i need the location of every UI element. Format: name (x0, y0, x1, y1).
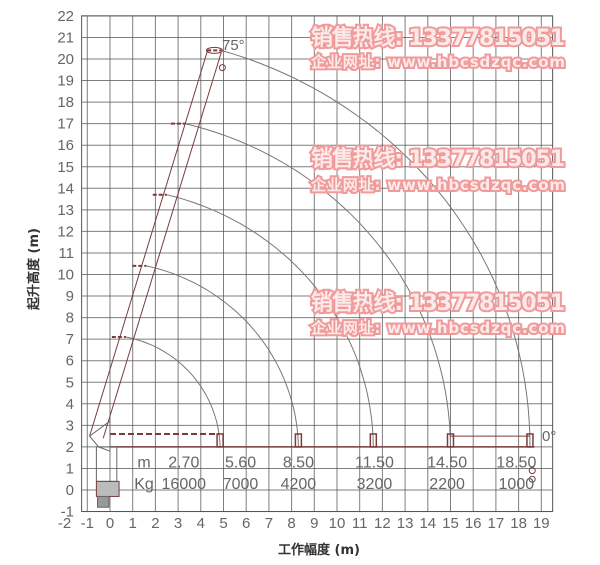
x-tick-label: 1 (129, 515, 137, 532)
radius-value: 11.50 (355, 454, 394, 471)
radius-value: 14.50 (427, 454, 467, 471)
watermark-hotline: 销售热线: 13377815051 (311, 146, 565, 172)
y-tick-label: 3 (66, 417, 74, 434)
x-tick-label: 0 (106, 515, 114, 532)
watermark-website: 企业网址: www.hbcsdzqc.com (310, 176, 565, 194)
x-tick-label: -1 (81, 515, 94, 532)
y-tick-label: 9 (66, 288, 74, 305)
x-tick-label: 5 (219, 515, 227, 532)
y-tick-label: 12 (57, 223, 74, 240)
crane-column (95, 446, 118, 482)
y-tick-label: 2 (66, 439, 74, 456)
y-tick-label: 7 (66, 331, 74, 348)
table-row-label-radius: m (137, 454, 150, 471)
crane-boom (88, 46, 536, 508)
x-tick-label: 3 (174, 515, 182, 532)
grid-frame (81, 15, 554, 513)
x-tick-label: 19 (533, 515, 550, 532)
y-tick-label: 16 (57, 137, 74, 154)
load-value: 2200 (429, 476, 465, 493)
y-tick-label: -1 (61, 504, 74, 521)
x-tick-label: 9 (310, 515, 318, 532)
angle-label-min: 0° (542, 428, 556, 445)
x-axis-label: 工作幅度 (m) (278, 542, 360, 558)
x-tick-label: 13 (397, 515, 414, 532)
y-tick-label: 10 (57, 267, 74, 284)
working-range-arcs (111, 49, 534, 448)
load-value: 3200 (357, 476, 393, 493)
working-range-arc (146, 265, 299, 447)
x-tick-label: 16 (465, 515, 482, 532)
load-value: 16000 (162, 476, 207, 493)
y-tick-label: 6 (66, 353, 74, 370)
working-range-arc (166, 194, 374, 447)
y-tick-label: 1 (66, 460, 74, 477)
radius-value: 18.50 (496, 454, 536, 471)
y-tick-label: 17 (57, 116, 74, 133)
hook-icon (218, 64, 226, 72)
y-tick-label: 11 (58, 245, 74, 262)
x-tick-label: -2 (58, 515, 71, 532)
watermark-website: 企业网址: www.hbcsdzqc.com (310, 53, 565, 71)
hook-icon (528, 467, 536, 475)
y-tick-label: 15 (57, 159, 74, 176)
y-tick-label: 14 (57, 180, 74, 197)
boom-head (205, 46, 223, 54)
boom-lower-edge (102, 52, 222, 439)
x-tick-label: 11 (352, 515, 368, 532)
x-tick-label: 2 (151, 515, 159, 532)
crane-base-pivot (88, 420, 111, 452)
y-tick-label: 13 (57, 202, 74, 219)
y-tick-label: 21 (57, 29, 74, 46)
y-tick-label: 18 (57, 94, 74, 111)
working-range-arc (125, 336, 221, 447)
hook-icon (528, 475, 536, 483)
radius-value: 8.50 (283, 454, 314, 471)
load-value: 1000 (499, 476, 535, 493)
x-tick-label: 10 (329, 515, 346, 532)
load-value: 7000 (223, 476, 259, 493)
table-row-label-load: Kg (134, 476, 154, 493)
x-tick-label: 12 (374, 515, 391, 532)
y-tick-label: 20 (57, 51, 74, 68)
watermark-hotline: 销售热线: 13377815051 (311, 25, 565, 51)
y-tick-label: 4 (66, 396, 74, 413)
boom-upper-edge (89, 50, 209, 437)
watermark: 销售热线: 13377815051 企业网址: www.hbcsdzqc.com 销… (308, 23, 567, 339)
x-tick-labels: -2 -1 0 1 2 3 4 5 6 7 8 9 10 11 12 13 14 15 16 17 18 19 (58, 515, 550, 532)
load-value: 4200 (281, 476, 317, 493)
working-range-arc (184, 123, 451, 447)
x-tick-label: 14 (419, 515, 436, 532)
outrigger (97, 495, 110, 508)
x-tick-label: 8 (287, 515, 295, 532)
working-range-arc (221, 49, 531, 447)
y-axis-label: 起升高度 (m) (26, 228, 42, 311)
radius-value: 5.60 (225, 454, 256, 471)
x-tick-label: 17 (488, 515, 505, 532)
y-tick-label: 22 (57, 8, 74, 25)
radius-value: 2.70 (168, 454, 199, 471)
crane-base (95, 480, 120, 497)
y-tick-label: 5 (66, 374, 74, 391)
watermark-website: 企业网址: www.hbcsdzqc.com (310, 319, 565, 337)
y-tick-label: 8 (66, 310, 74, 327)
watermark-hotline: 销售热线: 13377815051 (311, 290, 565, 316)
angle-label-max: 75° (222, 37, 245, 54)
x-tick-label: 4 (197, 515, 205, 532)
x-tick-label: 15 (442, 515, 459, 532)
load-table: m Kg 2.70 5.60 8.50 11.50 14.50 18.50 16000 7000 4… (134, 454, 536, 493)
x-tick-label: 18 (510, 515, 527, 532)
y-tick-label: 19 (57, 73, 74, 90)
y-tick-label: 0 (66, 482, 74, 499)
x-tick-label: 6 (242, 515, 250, 532)
x-tick-label: 7 (265, 515, 273, 532)
